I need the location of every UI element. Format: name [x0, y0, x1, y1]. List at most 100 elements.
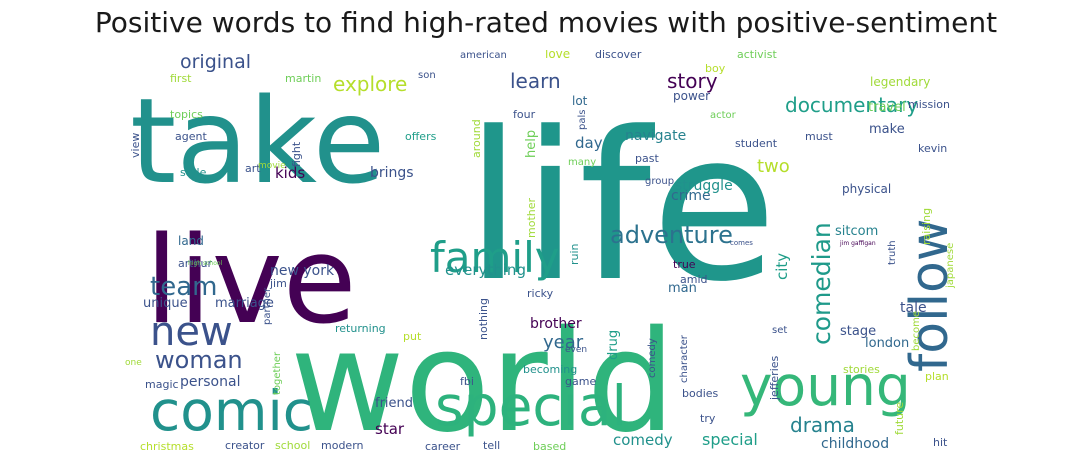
word-love: love	[545, 50, 570, 61]
word-story: story	[667, 69, 718, 93]
word-land: land	[178, 234, 204, 248]
word-career: career	[425, 440, 461, 453]
word-character: character	[679, 334, 690, 383]
word-life: life	[465, 89, 777, 327]
word-true: true	[673, 258, 696, 271]
word-fight: fight	[290, 141, 303, 167]
word-special: special	[702, 430, 758, 449]
word-nothing: nothing	[477, 298, 490, 340]
word-london: london	[865, 336, 909, 351]
word-childhood: childhood	[821, 436, 889, 452]
word-arthur: arthur	[178, 257, 213, 270]
word-mother: mother	[525, 198, 538, 238]
word-modern: modern	[321, 439, 364, 452]
word-comes: comes	[730, 239, 753, 247]
word-topics: topics	[170, 108, 203, 121]
word-boy: boy	[705, 62, 726, 75]
word-must: must	[805, 130, 833, 143]
word-future: future	[893, 402, 906, 435]
word-legendary: legendary	[870, 75, 930, 89]
word-physical: physical	[842, 182, 891, 196]
word-drama: drama	[790, 413, 855, 437]
word-tell: tell	[483, 439, 500, 452]
word-tale: tale	[900, 300, 927, 316]
word-comedy: comedy	[647, 338, 658, 378]
word-two: two	[757, 156, 790, 177]
word-game: game	[565, 375, 596, 388]
word-first: first	[170, 72, 192, 85]
word-woman: woman	[155, 346, 243, 374]
word-jim-gaffigan: jim gaffigan	[839, 240, 876, 247]
word-everything: everything	[445, 261, 526, 279]
word-agent: agent	[175, 130, 207, 143]
word-four: four	[513, 108, 536, 121]
word-ruin: ruin	[568, 243, 581, 265]
word-young: young	[740, 354, 911, 418]
word-try: try	[700, 412, 716, 425]
word-art: art	[245, 162, 261, 175]
word-friend: friend	[375, 396, 413, 411]
word-team: team	[150, 272, 217, 302]
word-pals: pals	[577, 110, 588, 130]
word-set: set	[772, 325, 787, 336]
word-comedian: comedian	[807, 222, 836, 345]
word-bodies: bodies	[682, 387, 719, 400]
word-explore: explore	[333, 72, 407, 96]
word-live: live	[145, 212, 357, 351]
word-jefferies: jefferies	[768, 355, 781, 401]
word-kids: kids	[275, 164, 305, 182]
word-discover: discover	[595, 50, 642, 61]
word-man: man	[668, 281, 697, 296]
word-lot: lot	[572, 94, 588, 108]
word-student: student	[735, 137, 778, 150]
word-fbi: fbi	[460, 375, 474, 388]
word-martin: martin	[285, 72, 321, 85]
word-family: family	[430, 233, 560, 282]
word-plan: plan	[925, 370, 949, 383]
word-travel: travel	[868, 100, 906, 115]
word-even: even	[565, 345, 587, 355]
word-kevin: kevin	[918, 142, 947, 155]
word-movie: movie	[258, 161, 286, 171]
word-returning: returning	[335, 322, 386, 335]
word-city: city	[773, 253, 791, 280]
word-offers: offers	[405, 130, 437, 143]
word-comic: comic	[150, 379, 313, 443]
word-become: become	[911, 311, 922, 351]
word-japanese: japanese	[945, 243, 956, 289]
word-put: put	[403, 330, 422, 343]
word-day: day	[575, 134, 603, 152]
word-actor: actor	[710, 110, 737, 121]
word-ricky: ricky	[527, 287, 554, 300]
word-crime: crime	[671, 188, 711, 204]
word-activist: activist	[737, 50, 777, 61]
word-creator: creator	[225, 439, 265, 452]
word-cloud-panel: take life live world comic special young follow…	[125, 50, 970, 455]
word-mission: mission	[908, 98, 950, 111]
word-brings: brings	[370, 165, 414, 181]
word-power: power	[673, 89, 710, 103]
word-amid: amid	[680, 273, 708, 286]
word-drug: drug	[606, 330, 621, 360]
word-stories: stories	[843, 363, 880, 376]
word-new-york: new york	[270, 263, 335, 279]
word-becoming: becoming	[523, 363, 577, 376]
word-learn: learn	[510, 69, 561, 93]
word-partner: partner	[262, 287, 273, 325]
word-many: many	[568, 157, 596, 168]
word-follow: follow	[900, 219, 960, 372]
word-hit: hit	[933, 436, 948, 449]
word-help: help	[524, 130, 539, 158]
word-high-school: high school	[188, 260, 223, 267]
word-group: group	[645, 176, 674, 187]
word-truth: truth	[887, 240, 898, 265]
word-school: school	[275, 439, 310, 452]
word-adventure: adventure	[610, 221, 733, 249]
word-personal: personal	[180, 374, 240, 390]
word-new: new	[150, 309, 233, 355]
word-view: view	[129, 133, 142, 158]
word-raising: raising	[920, 208, 933, 245]
word-based: based	[533, 440, 566, 453]
word-son: son	[418, 70, 436, 81]
